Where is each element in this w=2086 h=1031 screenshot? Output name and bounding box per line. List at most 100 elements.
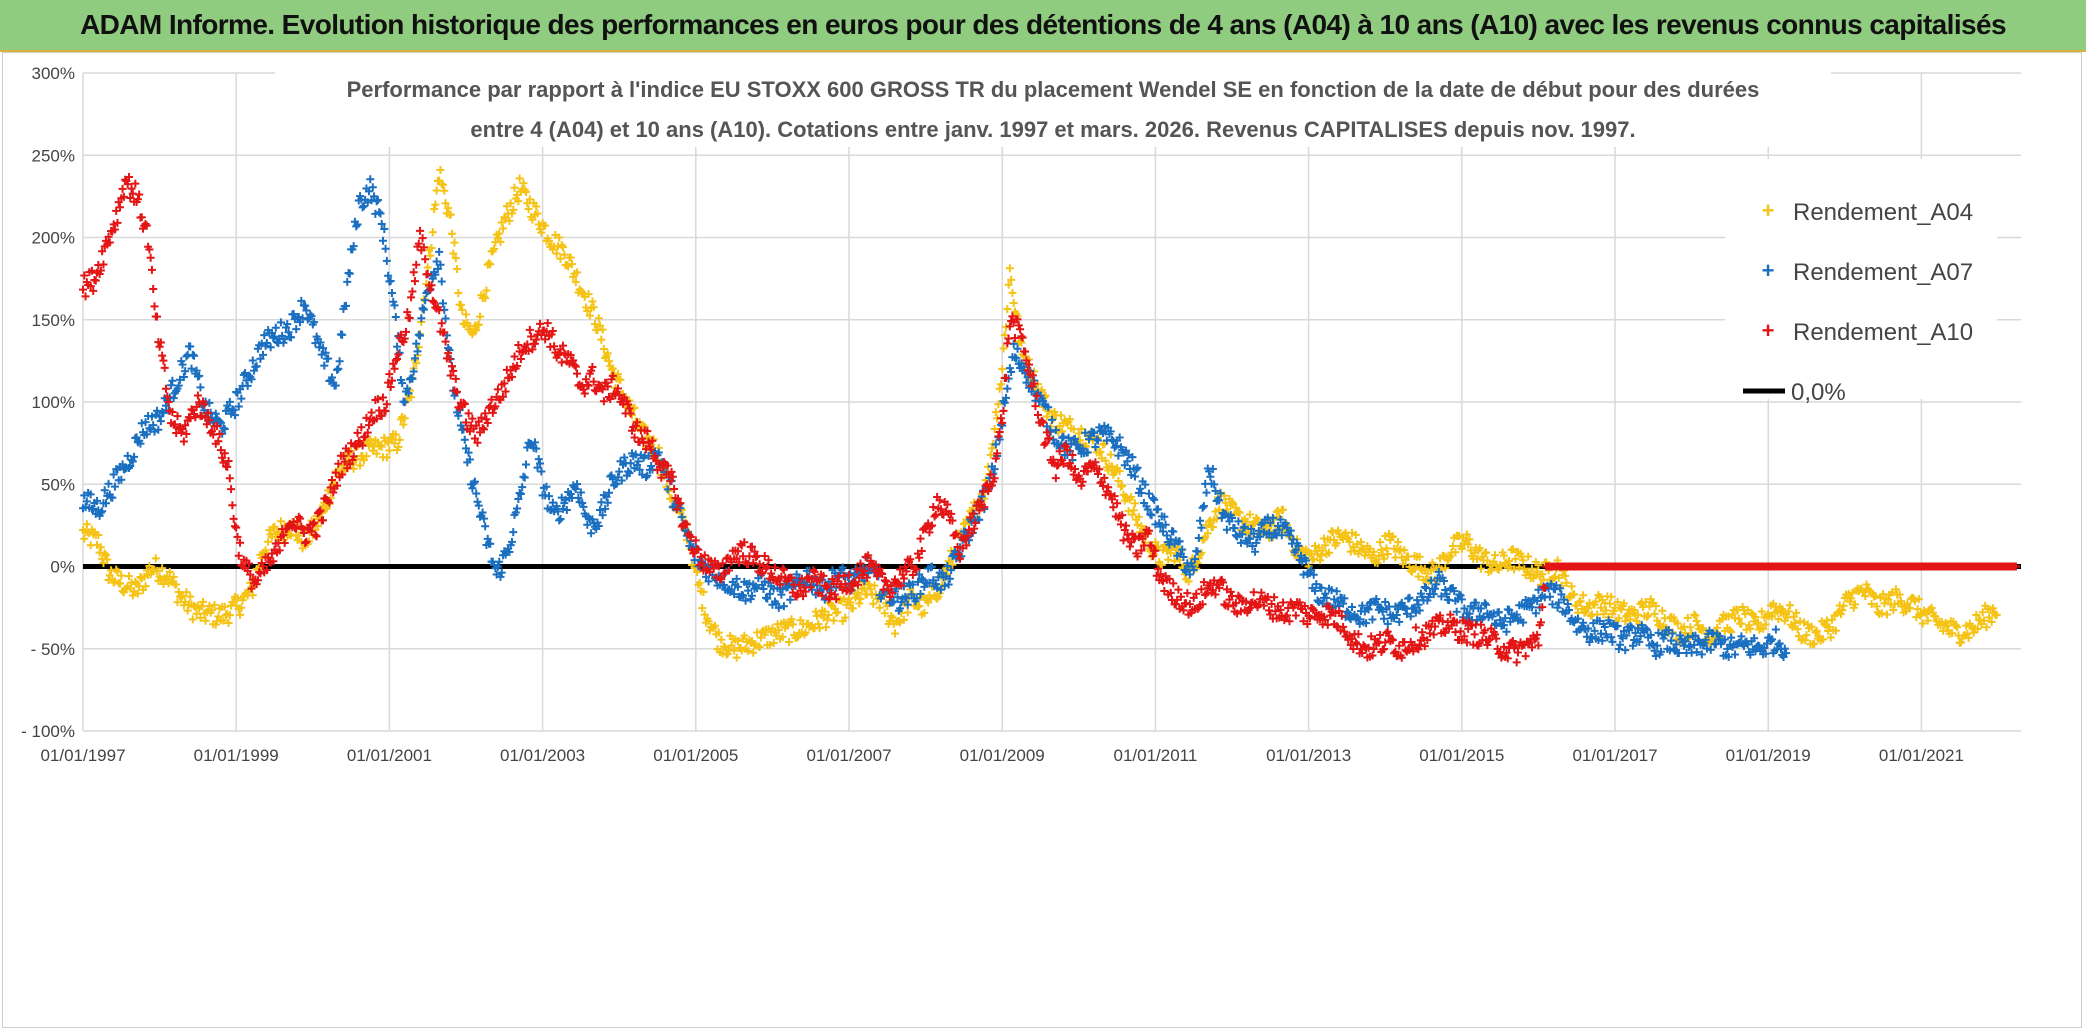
data-point [211,409,220,418]
data-point [1332,587,1341,596]
data-point [395,435,404,444]
data-point [1077,481,1086,490]
x-tick-label: 01/01/2019 [1726,746,1811,765]
data-point [1630,605,1639,614]
data-point [1316,556,1325,565]
data-point [1150,495,1159,504]
data-point [264,537,273,546]
data-point [136,439,145,448]
data-point [482,286,491,295]
data-point [1077,424,1086,433]
data-point [207,606,216,615]
data-point [357,423,366,432]
data-point [987,444,996,453]
data-point [94,531,103,540]
data-point [813,611,822,620]
data-point [1418,628,1427,637]
data-point [1931,612,1940,621]
data-point [1847,594,1856,603]
grid-lines [82,72,2021,732]
data-point [1253,515,1262,524]
data-point [1065,415,1074,424]
legend-item-a04: + Rendement_A04 [1762,198,1974,226]
data-point [320,361,329,370]
data-point [959,520,968,529]
data-point [1170,557,1179,566]
data-point [1621,646,1630,655]
data-point [1446,552,1455,561]
data-point [1377,545,1386,554]
data-point [524,204,533,213]
data-point [419,305,428,314]
data-point [999,406,1008,415]
data-point [173,598,182,607]
data-point [1987,617,1996,626]
data-point [1130,472,1139,481]
data-point [1918,619,1927,628]
data-point [167,381,176,390]
data-point [1570,590,1579,599]
data-point [225,397,234,406]
data-point [533,209,542,218]
data-point [421,296,430,305]
data-point [458,305,467,314]
data-point [376,441,385,450]
data-point [727,641,736,650]
data-point [1257,588,1266,597]
data-point [1314,597,1323,606]
data-point [1889,606,1898,615]
data-point [848,604,857,613]
data-point [1311,541,1319,550]
data-point [169,394,178,403]
data-point [567,260,576,269]
data-point [1699,624,1708,633]
data-point [916,534,925,543]
data-point [182,430,191,439]
data-point [474,320,483,329]
data-point [1791,618,1800,627]
data-point [1510,565,1519,574]
data-point [1644,611,1653,620]
data-point [1563,599,1572,608]
data-point [147,412,156,421]
data-point [552,249,561,258]
data-point [1948,629,1957,638]
data-point [227,485,236,494]
data-point [1605,599,1614,608]
data-point [416,226,425,235]
data-point [486,260,495,269]
data-point [1348,603,1357,612]
data-point [1891,585,1900,594]
y-tick-label: 200% [32,229,75,248]
data-point [528,215,537,224]
data-point [156,417,165,426]
data-point [168,376,177,385]
data-point [996,380,1005,389]
data-point [446,210,455,219]
data-point [1318,546,1327,555]
data-point [496,237,505,246]
data-point [444,204,453,213]
data-point [1519,556,1528,565]
data-point [777,590,786,599]
data-point [153,566,162,575]
data-point [815,624,824,633]
performance-scatter-chart: 300% 250% 200% 150% 100% 50% 0% - 50% - 100% 01/0… [21,64,2021,765]
data-point [146,570,155,579]
data-point [248,591,257,600]
data-point [1602,606,1611,615]
data-point [1880,599,1889,608]
data-point [704,617,713,626]
data-point [1585,598,1594,607]
data-point [584,290,593,299]
data-point [160,363,169,372]
data-point [183,606,192,615]
data-point [1476,564,1485,573]
data-point [79,285,87,294]
data-point [1828,615,1837,624]
data-point [238,596,247,605]
data-point [1826,633,1835,642]
data-point [833,608,842,617]
data-point [377,442,386,451]
data-point [788,620,797,629]
